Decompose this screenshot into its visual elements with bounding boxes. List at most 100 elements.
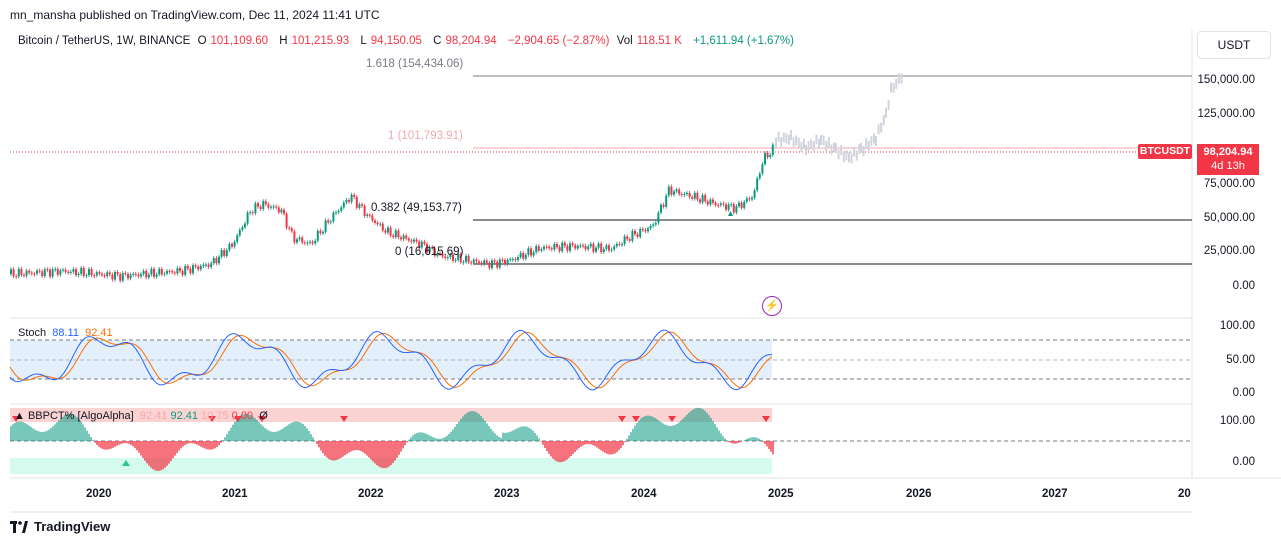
candle xyxy=(181,271,184,275)
candle xyxy=(509,259,512,261)
bbpct-bar xyxy=(356,441,358,451)
stoch-legend[interactable]: Stoch 88.11 92.41 xyxy=(18,327,113,339)
candle xyxy=(329,221,332,223)
bbpct-bar xyxy=(30,426,32,441)
candle xyxy=(145,270,148,278)
currency-button[interactable]: USDT xyxy=(1197,31,1271,59)
bbpct-bar xyxy=(474,411,476,441)
bbpct-bar xyxy=(300,422,302,441)
lightning-icon[interactable]: ⚡ xyxy=(762,296,782,316)
bbpct-bar xyxy=(748,438,750,441)
stoch-tick: 0.00 xyxy=(1232,387,1255,399)
candle xyxy=(51,269,54,277)
projection-bar xyxy=(842,152,845,163)
bbpct-bar xyxy=(88,433,90,441)
candle xyxy=(493,260,496,262)
candle xyxy=(223,249,226,256)
bbpct-bar xyxy=(40,431,42,441)
bbpct-bar xyxy=(678,422,680,441)
bbpct-bar xyxy=(330,441,332,461)
bbpct-bar xyxy=(324,441,326,456)
candle xyxy=(753,190,756,198)
bbpct-upper-zone xyxy=(10,408,772,422)
candle xyxy=(595,247,597,252)
bbpct-bar xyxy=(244,413,246,441)
bbpct-bar xyxy=(472,411,474,441)
bbpct-bar xyxy=(578,441,580,449)
bbpct-tick: 100.00 xyxy=(1219,415,1255,427)
candle xyxy=(498,259,501,268)
candle xyxy=(748,198,751,200)
bbpct-bar xyxy=(154,441,156,471)
candle xyxy=(761,164,764,174)
bbpct-bar xyxy=(598,441,600,449)
candle xyxy=(49,269,51,277)
bbpct-bar xyxy=(660,422,662,441)
time-tick: 2023 xyxy=(494,488,520,500)
bbpct-bar xyxy=(350,441,352,452)
bbpct-bar xyxy=(204,441,206,449)
bbpct-bar xyxy=(74,415,76,441)
candle xyxy=(470,262,473,264)
candle xyxy=(475,259,478,262)
bbpct-bar xyxy=(602,441,604,452)
bbpct-bar xyxy=(642,417,644,441)
bbpct-bar xyxy=(464,414,466,441)
candle xyxy=(15,276,18,278)
projection-bar xyxy=(805,145,807,156)
bbpct-bar xyxy=(416,432,418,441)
bbpct-histogram xyxy=(10,407,774,471)
candle xyxy=(340,207,343,211)
candle xyxy=(108,272,111,275)
candle xyxy=(662,204,665,207)
bbpct-bar xyxy=(216,441,218,447)
bbpct-bar xyxy=(450,431,452,441)
candle xyxy=(88,268,90,276)
candle xyxy=(379,223,382,225)
bbpct-bar xyxy=(148,441,150,466)
symbol-name[interactable]: Bitcoin / TetherUS, 1W, BINANCE xyxy=(18,35,191,47)
volume: Vol 118.51 K xyxy=(616,35,682,47)
bbpct-bar xyxy=(740,441,742,442)
bbpct-bar xyxy=(436,438,438,441)
bbpct-bar xyxy=(322,441,324,454)
candle xyxy=(389,227,392,236)
bbpct-bar xyxy=(226,434,228,441)
tradingview-brand[interactable]: TradingView xyxy=(10,519,110,534)
candle xyxy=(462,261,465,263)
candle xyxy=(602,248,605,253)
bbpct-bar xyxy=(668,425,670,441)
projection-bar xyxy=(865,137,868,148)
projection-bar xyxy=(840,145,843,156)
bbpct-bar xyxy=(722,436,724,441)
bbpct-legend[interactable]: ▲ BBPCT% [AlgoAlpha] 92.41 92.41 10.75 0… xyxy=(14,410,268,422)
candle xyxy=(693,192,696,199)
bbpct-bar xyxy=(348,441,350,453)
candle xyxy=(524,254,527,259)
candle xyxy=(270,206,272,208)
bbpct-bar xyxy=(48,429,50,441)
candle xyxy=(132,273,135,275)
candle xyxy=(571,243,574,246)
bbpct-bar xyxy=(432,437,434,441)
bbpct-bar xyxy=(336,441,338,460)
bbpct-bar xyxy=(352,441,354,451)
sell-signal-icon xyxy=(258,416,266,422)
bbpct-bar xyxy=(648,415,650,441)
projection-bar xyxy=(803,138,805,149)
bbpct-bar xyxy=(572,441,574,454)
bbpct-bar xyxy=(184,441,186,445)
bbpct-bar xyxy=(312,437,314,441)
candle xyxy=(439,253,441,255)
bbpct-bar xyxy=(448,434,450,441)
candle xyxy=(106,272,109,277)
bbpct-bar xyxy=(614,441,616,454)
bbpct-bar xyxy=(632,428,634,441)
candle xyxy=(116,272,119,275)
candle xyxy=(410,240,413,242)
candle xyxy=(491,260,493,269)
candle xyxy=(701,195,704,203)
bbpct-bar xyxy=(86,430,88,441)
bbpct-bar xyxy=(12,424,14,441)
